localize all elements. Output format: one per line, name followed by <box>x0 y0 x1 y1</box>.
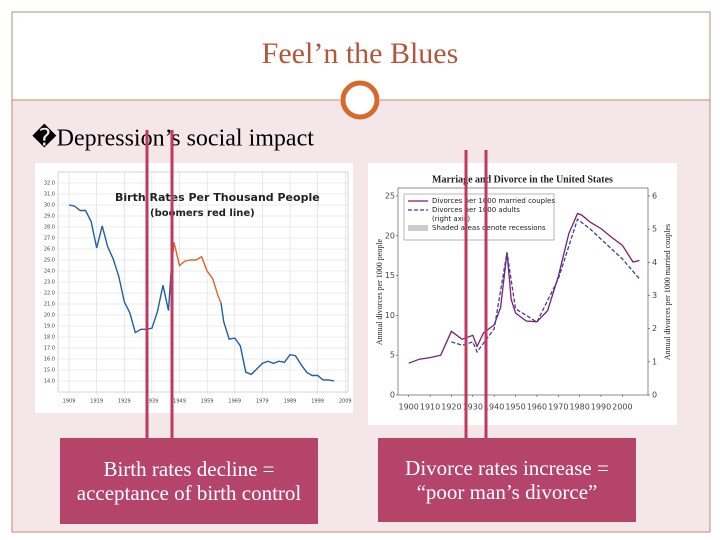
y-tick-label: 19.0 <box>44 324 55 330</box>
x-tick-label: 1909 <box>63 399 76 405</box>
x-tick-label: 2000 <box>612 403 632 412</box>
divorce-chart: 0 5 10 15 20 25 0 1 2 3 4 5 6 1900 1910 1920 1930 1940 195… <box>375 174 672 411</box>
slide-title: Feel’n the Blues <box>262 37 459 70</box>
y-tick-label: 14.0 <box>44 379 55 385</box>
legend-label: Divorces per 1000 married couples <box>432 197 555 205</box>
x-tick-label: 1979 <box>256 399 269 405</box>
chart-panel <box>35 163 353 413</box>
divider-ornament <box>340 80 380 120</box>
y-tick-label: 17.0 <box>44 346 55 352</box>
legend-note: (right axis) <box>432 215 470 223</box>
x-tick-label: 1919 <box>90 399 103 405</box>
y2-tick-label: 0 <box>652 391 657 400</box>
y-tick-label: 20.0 <box>44 313 55 319</box>
y2-tick-label: 3 <box>652 291 657 300</box>
y-tick-label: 28.0 <box>44 225 55 231</box>
series-line <box>68 204 172 334</box>
x-tick-label: 1940 <box>484 403 504 412</box>
y2-tick-label: 1 <box>652 357 657 366</box>
x-tick-label: 1900 <box>399 403 419 412</box>
caption: Divorce rates increase = “poor man’s div… <box>378 438 636 522</box>
x-tick-label: 2009 <box>339 399 352 405</box>
y-tick-label: 23.0 <box>44 280 55 286</box>
chart-subtitle: (boomers red line) <box>150 208 255 219</box>
y-tick-label: 25.0 <box>44 258 55 264</box>
y-tick-label: 25 <box>385 191 395 200</box>
y-tick-label: 24.0 <box>44 269 55 275</box>
x-tick-label: 1970 <box>548 403 568 412</box>
x-tick-label: 1959 <box>201 399 214 405</box>
caption: Birth rates decline = acceptance of birt… <box>60 438 318 524</box>
y-tick-label: 32.0 <box>44 181 55 187</box>
birth-chart: 14.0 15.0 16.0 17.0 18.0 19.0 20.0 21.0 22.0 23.0… <box>44 171 352 405</box>
y-tick-label: 15 <box>385 271 395 280</box>
y2-tick-label: 5 <box>652 225 657 234</box>
y-tick-label: 31.0 <box>44 192 55 198</box>
x-tick-label: 1949 <box>173 399 186 405</box>
legend-label: Divorces per 1000 adults <box>432 206 520 214</box>
series-line <box>451 218 640 354</box>
y-tick-label: 26.0 <box>44 247 55 253</box>
x-tick-label: 1930 <box>463 403 483 412</box>
y-tick-label: 22.0 <box>44 291 55 297</box>
x-tick-label: 1990 <box>591 403 611 412</box>
x-tick-label: 1989 <box>284 399 297 405</box>
y-tick-label: 29.0 <box>44 214 55 220</box>
x-tick-label: 1999 <box>311 399 324 405</box>
x-tick-label: 1960 <box>527 403 547 412</box>
x-tick-label: 1969 <box>228 399 241 405</box>
x-tick-label: 1980 <box>569 403 589 412</box>
y-tick-label: 21.0 <box>44 302 55 308</box>
y-tick-label: 20 <box>385 231 395 240</box>
y-tick-label: 30.0 <box>44 203 55 209</box>
y-tick-label: 5 <box>390 351 395 360</box>
legend-label: Shaded areas denote recessions <box>432 224 546 232</box>
y-tick-label: 27.0 <box>44 236 55 242</box>
x-tick-label: 1939 <box>146 399 159 405</box>
plot-area <box>397 187 649 396</box>
frame <box>11 11 711 533</box>
series-line <box>170 242 222 304</box>
y2-axis-label: Annual divorces per 1000 married couples <box>663 224 672 360</box>
y2-tick-label: 2 <box>652 324 657 333</box>
legend-box <box>403 193 555 241</box>
y-tick-label: 10 <box>385 311 395 320</box>
y2-tick-label: 4 <box>652 258 657 267</box>
y-axis-label: Annual divorces per 1000 people <box>375 238 384 345</box>
series-line <box>220 302 335 382</box>
chart-title: Marriage and Divorce in the United State… <box>432 174 613 185</box>
y-tick-label: 16.0 <box>44 357 55 363</box>
y-tick-label: 0 <box>390 391 395 400</box>
x-tick-label: 1929 <box>118 399 131 405</box>
x-tick-label: 1910 <box>420 403 440 412</box>
y-tick-label: 18.0 <box>44 335 55 341</box>
series-line <box>408 212 640 364</box>
x-tick-label: 1920 <box>441 403 461 412</box>
chart-title: Birth Rates Per Thousand People <box>115 191 320 204</box>
y-tick-label: 15.0 <box>44 368 55 374</box>
legend-swatch <box>408 225 428 231</box>
x-tick-label: 1950 <box>505 403 525 412</box>
y2-tick-label: 6 <box>652 191 657 200</box>
